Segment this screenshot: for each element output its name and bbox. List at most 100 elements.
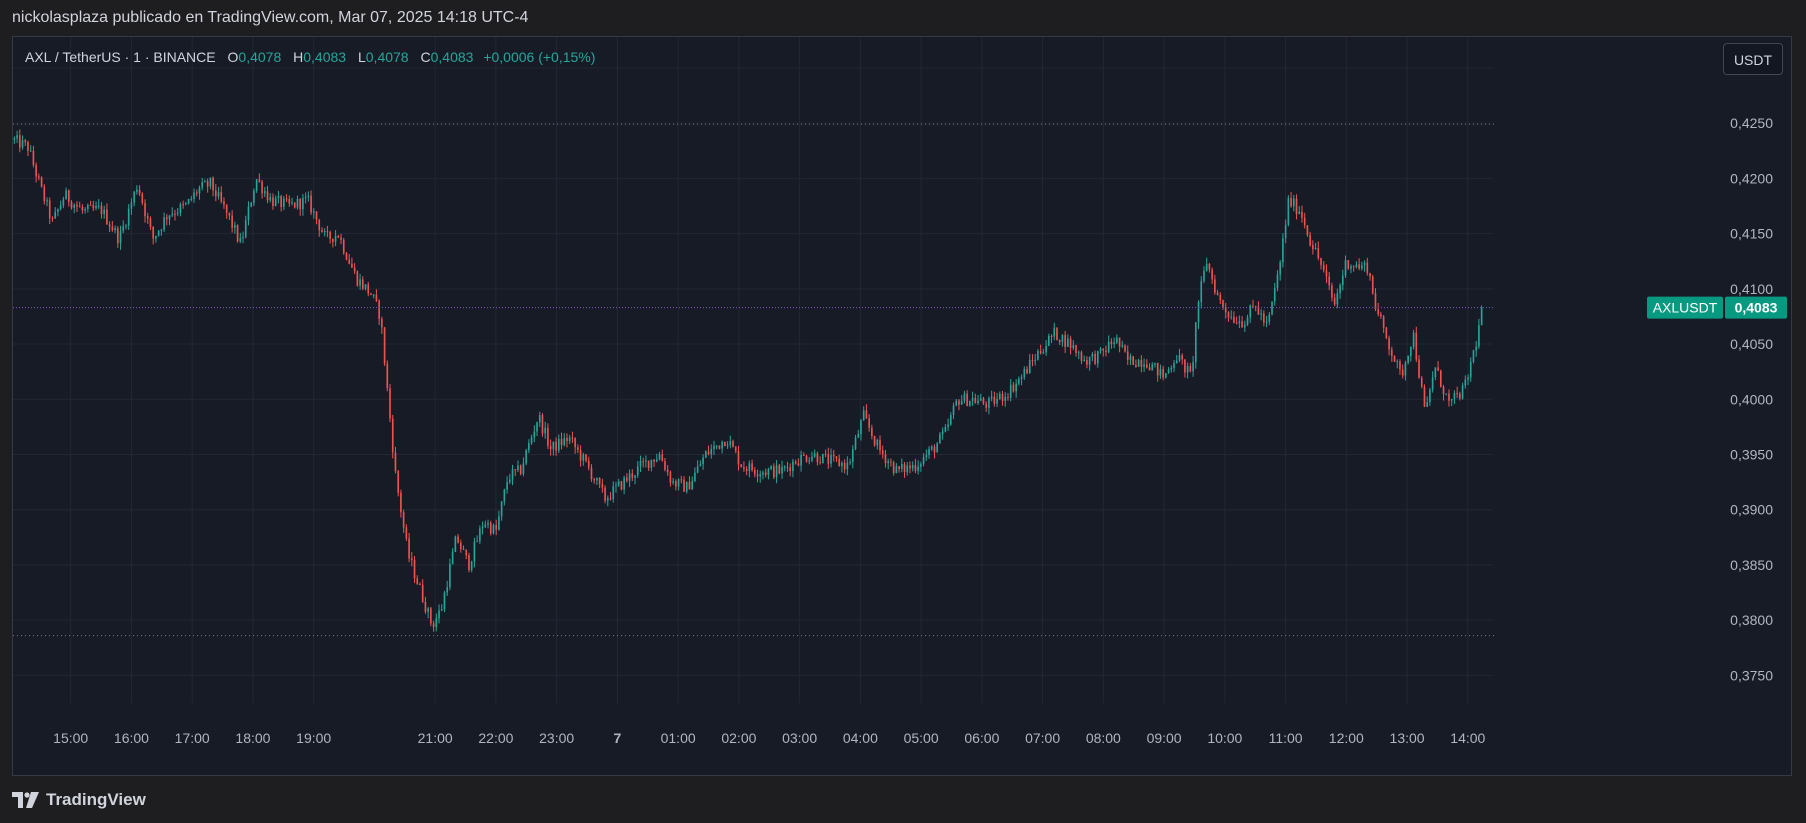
candle-body xyxy=(1069,338,1072,349)
candle-body xyxy=(73,204,76,208)
candle-body xyxy=(601,483,604,488)
x-tick-label: 10:00 xyxy=(1207,730,1242,746)
candle-body xyxy=(274,198,277,207)
candle-body xyxy=(381,318,383,328)
candle-body xyxy=(1159,368,1162,376)
candle-body xyxy=(198,187,201,194)
candle-body xyxy=(759,474,762,477)
candle-body xyxy=(813,453,816,457)
candle-body xyxy=(579,449,582,461)
x-tick-label: 04:00 xyxy=(843,730,878,746)
close-label: C xyxy=(420,49,431,65)
candle-body xyxy=(438,610,440,619)
low-label: L xyxy=(357,49,366,65)
candle-body xyxy=(1167,369,1170,374)
candle-body xyxy=(253,190,255,203)
candle-body xyxy=(582,454,585,461)
candle-body xyxy=(443,592,446,610)
y-tick-label: 0,3800 xyxy=(1730,612,1773,628)
candle-body xyxy=(571,437,574,439)
candle-body xyxy=(1434,367,1437,378)
candle-body xyxy=(685,481,688,492)
candle-body xyxy=(1026,368,1028,374)
candle-body xyxy=(822,453,824,464)
candle-body xyxy=(598,477,601,484)
candle-body xyxy=(988,398,990,408)
candle-body xyxy=(1339,285,1341,294)
candle-body xyxy=(1287,198,1290,225)
candle-body xyxy=(1448,393,1450,401)
candle-body xyxy=(1276,274,1279,288)
y-tick-label: 0,4050 xyxy=(1730,336,1773,352)
candle-body xyxy=(1407,356,1409,363)
candle-body xyxy=(255,179,258,191)
y-tick-label: 0,3950 xyxy=(1730,446,1773,462)
candle-body xyxy=(824,453,827,455)
candle-body xyxy=(1129,356,1132,360)
candle-body xyxy=(59,205,62,210)
candle-body xyxy=(40,177,43,187)
candle-body xyxy=(427,608,429,612)
candle-body xyxy=(1303,217,1306,226)
candle-body xyxy=(707,451,710,455)
y-tick-label: 0,3900 xyxy=(1730,502,1773,518)
candle-body xyxy=(792,461,794,472)
candle-body xyxy=(32,150,35,165)
candle-body xyxy=(1140,359,1143,367)
candle-body xyxy=(1216,292,1219,295)
candle-body xyxy=(413,559,416,579)
candle-body xyxy=(29,150,32,152)
candle-body xyxy=(1273,287,1276,302)
candle-body xyxy=(498,516,500,530)
candle-body xyxy=(587,460,590,468)
candle-body xyxy=(353,267,356,272)
chart-panel[interactable]: 0,43000,42500,42000,41500,41000,40500,40… xyxy=(12,36,1792,776)
candle-body xyxy=(906,465,909,473)
candle-body xyxy=(48,200,51,219)
y-tick-label: 0,3750 xyxy=(1730,667,1773,683)
candle-body xyxy=(378,300,380,319)
tradingview-brand: TradingView xyxy=(46,790,146,809)
candle-body xyxy=(1175,360,1178,364)
candle-body xyxy=(1401,369,1404,376)
candle-body xyxy=(1091,353,1094,357)
candle-body xyxy=(484,524,487,527)
candle-body xyxy=(285,198,288,200)
candle-body xyxy=(525,450,527,464)
candle-body xyxy=(827,454,830,464)
candle-body xyxy=(645,460,647,462)
candle-body xyxy=(250,202,253,207)
candle-body xyxy=(206,181,209,187)
candle-body xyxy=(163,217,165,230)
candle-body xyxy=(1208,264,1211,270)
candle-body xyxy=(639,461,642,467)
candle-body xyxy=(718,445,721,449)
currency-button[interactable]: USDT xyxy=(1723,43,1783,75)
candle-body xyxy=(1099,348,1102,351)
candlestick-chart[interactable]: 0,43000,42500,42000,41500,41000,40500,40… xyxy=(13,37,1791,775)
candle-body xyxy=(193,192,195,199)
candle-body xyxy=(87,204,89,210)
tradingview-logo[interactable]: TradingView xyxy=(12,790,146,810)
candle-body xyxy=(372,294,375,296)
candle-body xyxy=(1004,397,1007,401)
candle-body xyxy=(261,181,263,194)
candle-body xyxy=(1292,198,1295,207)
candle-body xyxy=(1023,368,1026,378)
candle-body xyxy=(1290,198,1292,207)
candle-body xyxy=(998,393,1001,399)
candle-body xyxy=(462,548,465,550)
candle-body xyxy=(1393,355,1396,362)
candle-body xyxy=(1249,305,1252,318)
candle-body xyxy=(1382,316,1385,328)
candle-body xyxy=(947,424,949,427)
candle-body xyxy=(1418,359,1420,378)
candle-body xyxy=(1015,383,1017,392)
x-tick-label: 05:00 xyxy=(904,730,939,746)
candle-body xyxy=(1366,262,1369,274)
candle-body xyxy=(590,467,593,480)
candle-body xyxy=(996,398,998,404)
candle-body xyxy=(1088,356,1091,365)
candle-body xyxy=(664,461,666,470)
candle-body xyxy=(116,228,119,244)
